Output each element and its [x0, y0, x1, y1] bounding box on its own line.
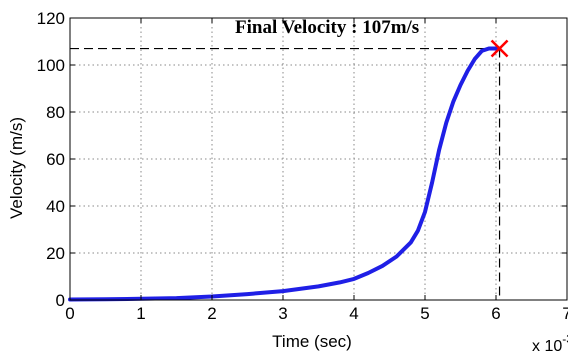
y-axis-label: Velocity (m/s) — [7, 117, 26, 219]
x-axis-multiplier: x 10-3 — [532, 332, 568, 355]
axis-ticks: 0 1 2 3 4 5 6 7 0 20 40 60 80 100 120 — [37, 9, 568, 323]
x-axis-multiplier-exponent: -3 — [562, 332, 568, 346]
final-velocity-annotation: Final Velocity : 107m/s — [235, 17, 419, 38]
y-tick-label: 20 — [46, 244, 65, 263]
y-tick-label: 40 — [46, 197, 65, 216]
velocity-series-line — [68, 46, 502, 302]
y-tick-label: 0 — [56, 291, 65, 310]
x-tick-label: 5 — [420, 304, 429, 323]
x-tick-label: 7 — [562, 304, 568, 323]
grid-lines — [70, 18, 567, 300]
x-axis-multiplier-base: x 10 — [532, 338, 562, 355]
final-point-marker — [490, 39, 509, 58]
y-tick-label: 100 — [37, 56, 65, 75]
x-tick-label: 0 — [65, 304, 74, 323]
x-tick-label: 4 — [349, 304, 358, 323]
final-point-cross-b — [490, 39, 509, 58]
x-tick-label: 1 — [136, 304, 145, 323]
y-tick-label: 120 — [37, 9, 65, 28]
y-tick-label: 60 — [46, 150, 65, 169]
x-tick-label: 3 — [278, 304, 287, 323]
final-velocity-guides — [70, 47, 501, 300]
x-tick-label: 2 — [207, 304, 216, 323]
x-tick-label: 6 — [491, 304, 500, 323]
y-tick-label: 80 — [46, 103, 65, 122]
x-axis-label: Time (sec) — [272, 332, 352, 351]
